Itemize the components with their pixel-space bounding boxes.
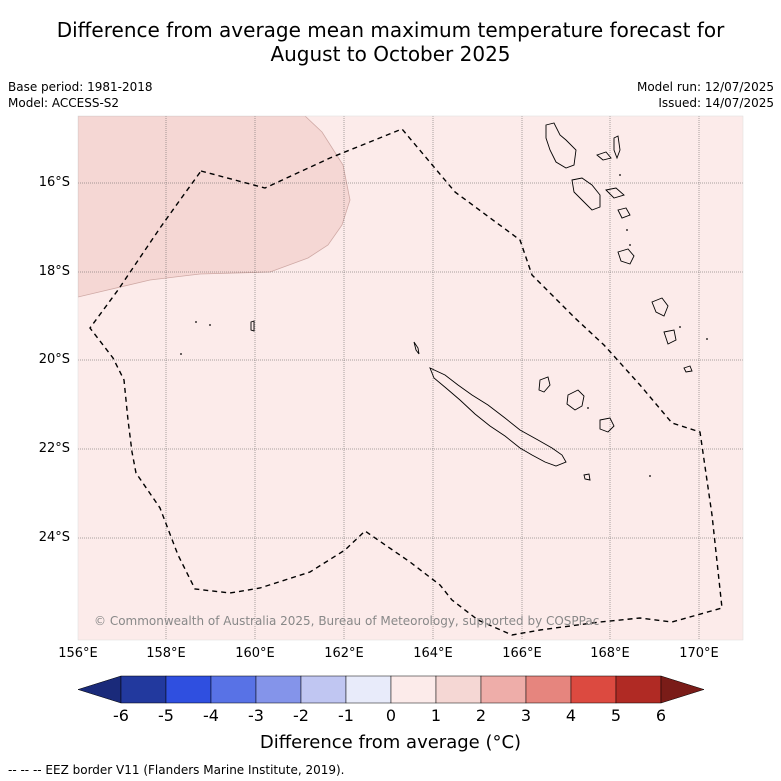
title-line-1: Difference from average mean maximum tem… [56, 18, 725, 42]
warm-anomaly-region [78, 116, 351, 298]
colorbar-segment [345, 675, 392, 704]
graticule [78, 116, 743, 640]
efate [617, 207, 631, 219]
lifou [566, 389, 585, 411]
coastlines [250, 122, 693, 481]
new-caledonia-mainland [429, 367, 567, 467]
islet [706, 338, 708, 340]
islet [209, 324, 211, 326]
colorbar-segment [120, 675, 167, 704]
colorbar-segment [480, 675, 527, 704]
colorbar-tick: -2 [293, 706, 309, 725]
colorbar-tick: 3 [520, 706, 532, 725]
colorbar-segment [435, 675, 482, 704]
chesterfield-islet [250, 320, 255, 332]
map-frame [77, 115, 744, 641]
colorbar-under-arrow [77, 675, 122, 704]
colorbar [77, 675, 705, 704]
erromango [617, 248, 635, 265]
islet [626, 229, 628, 231]
issued-date: Issued: 14/07/2025 [658, 96, 774, 110]
malekula [571, 177, 601, 211]
ouvea [538, 376, 551, 393]
hunter-island [683, 365, 693, 373]
colorbar-tick: -5 [158, 706, 174, 725]
colorbar-segment [390, 675, 437, 704]
colorbar-tick: -6 [113, 706, 129, 725]
islet [629, 244, 631, 246]
belep-islands [413, 341, 420, 355]
tanna [651, 297, 669, 317]
lat-label-18s: 18°S [38, 264, 70, 279]
colorbar-tick: 4 [565, 706, 577, 725]
islet [619, 174, 621, 176]
colorbar-segment [300, 675, 347, 704]
lon-label-170e: 170°E [679, 646, 719, 661]
aneityum [663, 329, 677, 345]
colorbar-segment [525, 675, 572, 704]
chart-title: Difference from average mean maximum tem… [0, 18, 781, 66]
lon-label-168e: 168°E [590, 646, 630, 661]
model-name: Model: ACCESS-S2 [8, 96, 120, 110]
islet [195, 321, 197, 323]
colorbar-label: Difference from average (°C) [259, 732, 522, 753]
colorbar-segment [570, 675, 617, 704]
colorbar-segment [615, 675, 662, 704]
copyright-text: © Commonwealth of Australia 2025, Bureau… [94, 614, 600, 628]
colorbar-segment [165, 675, 212, 704]
lat-label-20s: 20°S [38, 352, 70, 367]
maewo-pentecost [613, 135, 621, 160]
title-line-2: August to October 2025 [270, 42, 511, 66]
base-period: Base period: 1981-2018 [8, 80, 153, 94]
small-islands [180, 174, 708, 477]
colorbar-tick: 5 [610, 706, 622, 725]
colorbar-tick: -1 [338, 706, 354, 725]
lon-label-164e: 164°E [413, 646, 453, 661]
islet [649, 475, 651, 477]
colorbar-tick: -3 [248, 706, 264, 725]
lat-label-24s: 24°S [38, 530, 70, 545]
colorbar-tick: -4 [203, 706, 219, 725]
lat-label-16s: 16°S [38, 175, 70, 190]
model-run: Model run: 12/07/2025 [636, 80, 774, 94]
meta-right: Model run: 12/07/2025 Issued: 14/07/2025 [637, 79, 774, 111]
lon-label-166e: 166°E [502, 646, 542, 661]
ambrym [596, 151, 612, 161]
lat-label-22s: 22°S [38, 441, 70, 456]
mare [599, 417, 615, 433]
colorbar-segment [210, 675, 257, 704]
islet [587, 407, 589, 409]
eez-legend-note: -- -- -- EEZ border V11 (Flanders Marine… [8, 763, 345, 777]
epi-islands [605, 187, 625, 199]
colorbar-over-arrow [660, 675, 705, 704]
espiritu-santo [545, 122, 577, 169]
isle-of-pines [583, 473, 591, 481]
colorbar-tick: 2 [475, 706, 487, 725]
lon-label-160e: 160°E [235, 646, 275, 661]
lon-label-162e: 162°E [324, 646, 364, 661]
colorbar-tick: 6 [655, 706, 667, 725]
colorbar-tick: 1 [430, 706, 442, 725]
lon-label-158e: 158°E [146, 646, 186, 661]
eez-border [89, 128, 723, 636]
islet [679, 326, 681, 328]
meta-left: Base period: 1981-2018 Model: ACCESS-S2 [8, 79, 153, 111]
islet [180, 353, 182, 355]
colorbar-tick: 0 [385, 706, 397, 725]
lon-label-156e: 156°E [58, 646, 98, 661]
colorbar-segment [255, 675, 302, 704]
